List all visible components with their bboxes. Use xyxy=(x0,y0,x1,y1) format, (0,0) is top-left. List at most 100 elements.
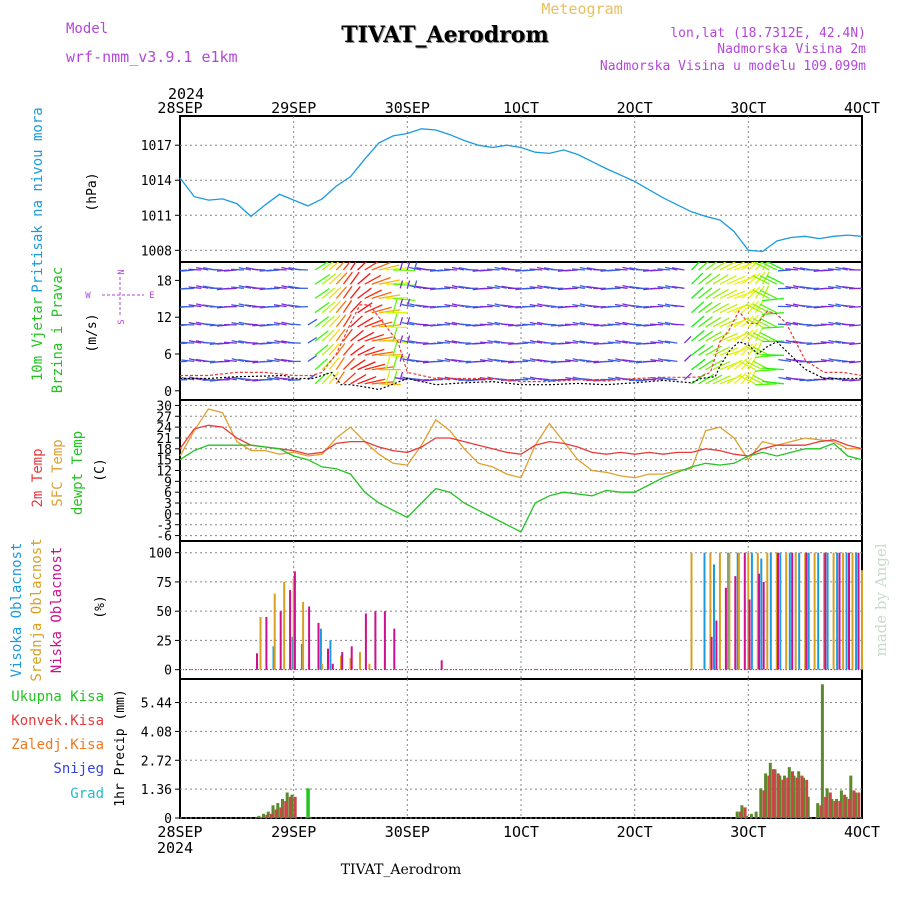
wind-arrow xyxy=(759,262,778,271)
wind-arrow xyxy=(615,358,628,363)
wind-arrow xyxy=(691,358,706,371)
wind-arrow xyxy=(328,272,342,285)
wind-arrow xyxy=(752,332,770,342)
cloud-ytick-label: 50 xyxy=(156,605,172,620)
high-cloud-bar xyxy=(836,552,839,670)
wind-arrow xyxy=(698,373,715,385)
wind-arrow xyxy=(335,342,346,356)
wind-arrow xyxy=(712,360,731,371)
wind-arrow xyxy=(224,377,237,381)
wind-arrow xyxy=(364,333,385,342)
wind-arrow xyxy=(357,346,375,356)
wind-arrow xyxy=(328,329,341,342)
wind-arrow xyxy=(444,321,458,326)
wind-arrow xyxy=(314,358,329,371)
wind-arrow xyxy=(238,266,252,271)
wind-arrow xyxy=(216,342,230,345)
wind-arrow xyxy=(571,268,585,271)
wind-arrow xyxy=(747,272,761,285)
conv-precip-bar xyxy=(265,814,269,818)
wind-arrow xyxy=(564,287,578,290)
precip-ytick-label: 5.44 xyxy=(141,697,172,712)
wind-arrow xyxy=(436,323,451,326)
wind-arrow xyxy=(314,287,330,299)
wind-arrow xyxy=(664,359,678,363)
graupel-bar xyxy=(306,788,310,818)
wind-arrow xyxy=(778,376,792,381)
wind-arrow xyxy=(223,269,237,272)
wind-speed-line xyxy=(180,340,862,391)
conv-precip-bar xyxy=(833,801,837,818)
wind-arrow xyxy=(607,341,621,344)
wind-arrow xyxy=(691,262,701,271)
wind-arrow xyxy=(392,356,398,370)
wind-arrow xyxy=(451,284,465,289)
wind-arrow xyxy=(766,262,785,271)
wind-arrow xyxy=(650,269,664,272)
wind-arrow xyxy=(557,342,571,345)
wind-arrow xyxy=(529,339,543,344)
total-precip-bar xyxy=(764,773,768,818)
wind-arrow xyxy=(564,323,578,326)
wind-arrow xyxy=(364,378,386,385)
wind-arrow xyxy=(321,357,334,371)
wind-ytick-label: 6 xyxy=(164,348,172,363)
wind-arrow xyxy=(314,344,329,356)
wind-arrow xyxy=(820,269,834,272)
wind-arrow xyxy=(705,331,722,342)
wind-arrow xyxy=(181,377,195,381)
wind-arrow xyxy=(785,321,799,326)
wind-arrow xyxy=(785,285,799,289)
wind-arrow xyxy=(321,329,335,342)
wind-arrow xyxy=(350,329,364,342)
pressure-panel: 1008 1011 1014 1017 xyxy=(141,115,863,263)
mid-cloud-bar xyxy=(813,552,816,670)
wind-arrow xyxy=(357,361,376,371)
wind-arrow xyxy=(705,273,721,285)
wind-arrow xyxy=(202,323,216,326)
wind-arrow xyxy=(378,324,401,328)
wind-arrow xyxy=(350,315,363,328)
time-tick-label-bottom: 2OCT xyxy=(617,823,653,841)
wind-arrow xyxy=(231,322,245,326)
footer-station: TIVAT_Aerodrom xyxy=(341,862,462,878)
credit-watermark: made by Angel xyxy=(872,543,890,656)
wind-arrow xyxy=(364,274,382,285)
wind-arrow xyxy=(754,300,765,314)
low-cloud-bar xyxy=(734,576,737,670)
wind-arrow xyxy=(487,339,500,344)
pressure-ytick-label: 1008 xyxy=(141,244,172,259)
wind-arrow xyxy=(762,297,784,302)
low-cloud-bar xyxy=(848,552,850,670)
wind-arrow xyxy=(350,300,362,314)
high-cloud-bar xyxy=(713,564,715,670)
wind-arrow xyxy=(792,378,806,381)
wind-arrow xyxy=(399,317,404,326)
wind-arrow xyxy=(273,321,287,326)
wind-arrow xyxy=(335,356,345,370)
conv-precip-bar xyxy=(795,777,799,818)
temp-ytick-label: 27 xyxy=(156,410,172,425)
wind-arrow xyxy=(436,287,451,290)
wind-arrow xyxy=(740,301,755,314)
wind-arrow xyxy=(698,301,713,314)
wind-arrow xyxy=(378,354,401,356)
time-tick-label-top: 29SEP xyxy=(271,99,316,117)
wind-arrow xyxy=(719,303,738,314)
low-cloud-bar xyxy=(308,606,311,670)
wind-arrow xyxy=(671,323,685,326)
legend-graupel: Grad xyxy=(70,786,104,802)
wind-arrow xyxy=(328,357,340,371)
precip-ytick-label: 1.36 xyxy=(141,783,172,798)
low-cloud-bar xyxy=(383,611,386,670)
wind-arrow xyxy=(740,357,753,371)
wind-arrow xyxy=(614,303,628,308)
wind-arrow xyxy=(444,358,458,363)
wind-arrow xyxy=(719,361,739,371)
time-tick-label-top: 28SEP xyxy=(157,99,202,117)
wind-arrow xyxy=(657,268,671,271)
station-title: TIVAT_Aerodrom xyxy=(341,22,549,48)
low-cloud-bar xyxy=(256,653,258,670)
wind-arrow xyxy=(188,358,202,363)
